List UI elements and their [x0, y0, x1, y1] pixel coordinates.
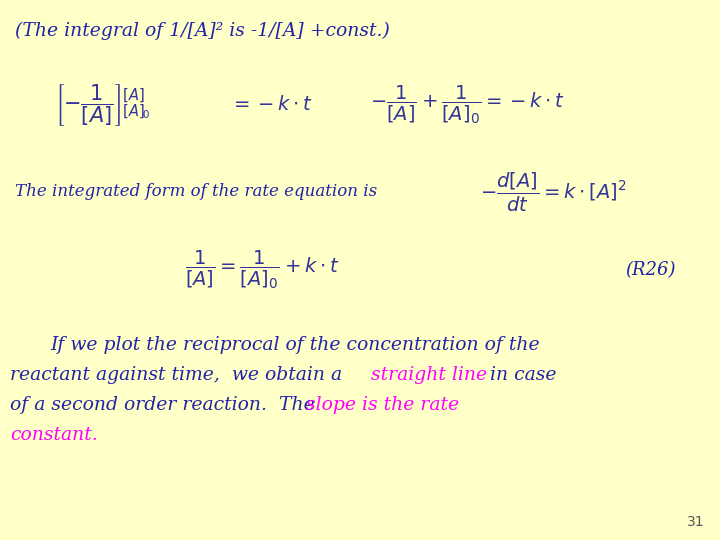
- Text: $-\dfrac{d[A]}{dt} = k \cdot [A]^2$: $-\dfrac{d[A]}{dt} = k \cdot [A]^2$: [480, 171, 626, 213]
- Text: straight line: straight line: [371, 366, 487, 384]
- Text: slope is the rate: slope is the rate: [306, 396, 459, 414]
- Text: 31: 31: [688, 515, 705, 529]
- Text: $= -k \cdot t$: $= -k \cdot t$: [230, 96, 313, 114]
- Text: constant.: constant.: [10, 426, 98, 444]
- Text: The integrated form of the rate equation is: The integrated form of the rate equation…: [15, 184, 377, 200]
- Text: of a second order reaction.  The: of a second order reaction. The: [10, 396, 320, 414]
- Text: $\dfrac{1}{[A]} = \dfrac{1}{[A]_0} + k \cdot t$: $\dfrac{1}{[A]} = \dfrac{1}{[A]_0} + k \…: [185, 249, 340, 291]
- Text: in case: in case: [484, 366, 557, 384]
- Text: (The integral of 1/[A]² is -1/[A] +const.): (The integral of 1/[A]² is -1/[A] +const…: [15, 22, 390, 40]
- Text: reactant against time,  we obtain a: reactant against time, we obtain a: [10, 366, 348, 384]
- Text: $-\dfrac{1}{[A]} + \dfrac{1}{[A]_0} = -k \cdot t$: $-\dfrac{1}{[A]} + \dfrac{1}{[A]_0} = -k…: [370, 84, 565, 126]
- Text: (R26): (R26): [625, 261, 675, 279]
- Text: $\left[-\dfrac{1}{[A]}\right]_{[A]_{\!0}}^{[A]}$: $\left[-\dfrac{1}{[A]}\right]_{[A]_{\!0}…: [55, 82, 150, 128]
- Text: If we plot the reciprocal of the concentration of the: If we plot the reciprocal of the concent…: [50, 336, 539, 354]
